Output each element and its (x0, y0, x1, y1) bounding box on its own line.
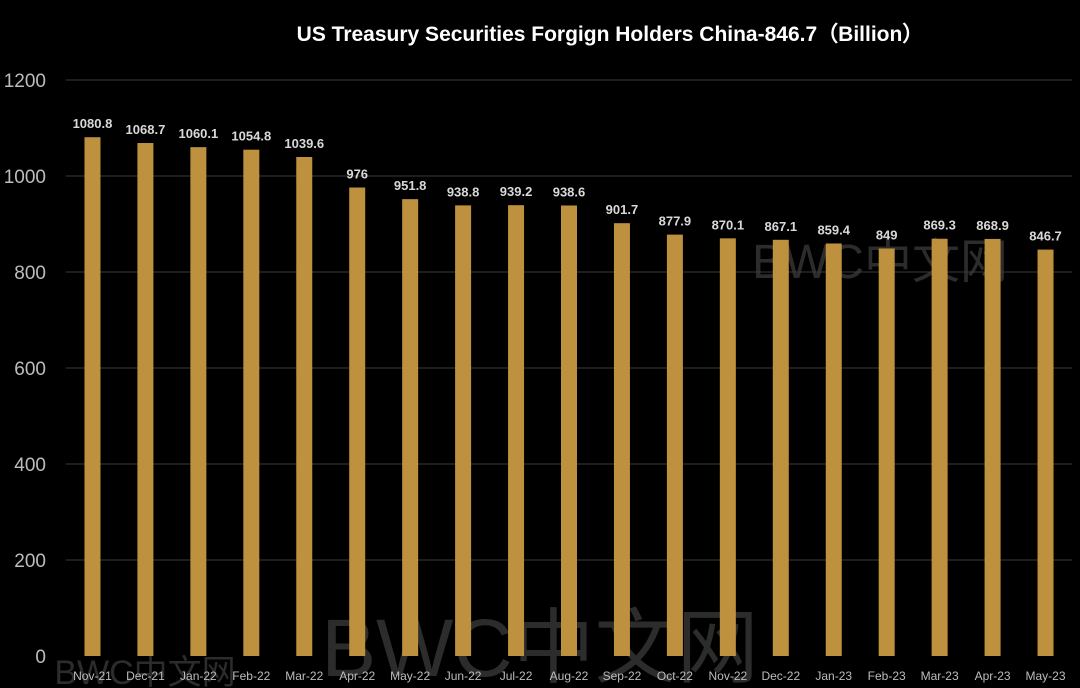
value-labels: 1080.8 1068.7 1060.1 1054.8 1039.6 976 951.8 93… (73, 116, 1062, 243)
bar-value-label: 1068.7 (126, 122, 166, 137)
bar (772, 239, 789, 657)
bar-value-label: 976 (346, 167, 368, 182)
bar-value-label: 868.9 (976, 218, 1009, 233)
bar-value-label: 1054.8 (231, 129, 271, 144)
bars (84, 137, 1054, 657)
x-tick-label: May-22 (390, 669, 430, 683)
x-tick-label: Sep-22 (603, 669, 642, 683)
bar (613, 223, 630, 656)
y-tick-label: 1000 (4, 167, 46, 188)
chart-title: US Treasury Securities Forgign Holders C… (297, 22, 924, 46)
bar (561, 205, 577, 657)
watermark-text: BWC中文网 (321, 603, 758, 688)
bar-value-label: 1060.1 (178, 126, 218, 141)
bar (455, 205, 472, 656)
y-tick-label: 1200 (4, 71, 46, 92)
bar (243, 149, 260, 657)
bar (508, 205, 525, 656)
bar-value-label: 938.8 (447, 184, 480, 199)
x-tick-label: Feb-22 (232, 669, 270, 683)
bar-value-label: 1080.8 (73, 116, 113, 131)
y-tick-label: 600 (14, 359, 46, 380)
bar (402, 199, 419, 657)
bar (190, 147, 207, 657)
x-tick-label: Oct-22 (657, 669, 693, 683)
x-tick-label: Feb-23 (868, 669, 906, 683)
bar (1037, 249, 1054, 657)
bar (666, 234, 683, 656)
y-tick-label: 200 (14, 551, 46, 572)
x-tick-label: Mar-23 (921, 669, 959, 683)
bar (931, 238, 948, 656)
watermark-text: BWC中文网 (54, 654, 235, 688)
y-tick-label: 400 (14, 455, 46, 476)
bar (84, 137, 101, 656)
bar (137, 143, 154, 657)
bar-value-label: 867.1 (765, 219, 798, 234)
bar-value-label: 951.8 (394, 178, 427, 193)
x-tick-label: Jul-22 (500, 669, 533, 683)
bar-value-label: 859.4 (817, 222, 850, 237)
bar (719, 238, 736, 657)
x-tick-label: Dec-21 (126, 669, 165, 683)
x-tick-label: Aug-22 (550, 669, 589, 683)
x-tick-label: Nov-21 (73, 669, 112, 683)
x-tick-label: Jan-22 (180, 669, 217, 683)
bar-value-label: 1039.6 (284, 136, 324, 151)
x-tick-label: May-23 (1026, 669, 1066, 683)
x-tick-label: Apr-22 (339, 669, 375, 683)
x-tick-label: Mar-22 (285, 669, 323, 683)
bar-value-label: 877.9 (659, 214, 692, 229)
x-tick-label: Jun-22 (445, 669, 482, 683)
bar (825, 243, 842, 656)
bar (878, 248, 895, 657)
x-tick-label: Apr-23 (975, 669, 1011, 683)
bar-value-label: 939.2 (500, 184, 533, 199)
bar-value-label: 849 (876, 227, 898, 242)
bar (296, 156, 313, 656)
y-tick-label: 0 (35, 647, 46, 668)
watermarks: BWC中文网BWC中文网BWC中文网 (54, 236, 1008, 688)
y-axis: 0 200 400 600 800 1000 1200 (4, 71, 46, 668)
x-axis: Nov-21 Dec-21 Jan-22 Feb-22 Mar-22 Apr-22 May-… (73, 669, 1066, 683)
bar (349, 187, 366, 656)
bar-value-label: 846.7 (1029, 229, 1062, 244)
bar-value-label: 938.6 (553, 184, 586, 199)
x-tick-label: Nov-22 (708, 669, 747, 683)
y-tick-label: 800 (14, 263, 46, 284)
bar-value-label: 901.7 (606, 202, 639, 217)
x-tick-label: Jan-23 (815, 669, 852, 683)
x-tick-label: Dec-22 (761, 669, 800, 683)
bar-value-label: 869.3 (923, 218, 956, 233)
bar (984, 238, 1001, 657)
bar-value-label: 870.1 (712, 217, 745, 232)
